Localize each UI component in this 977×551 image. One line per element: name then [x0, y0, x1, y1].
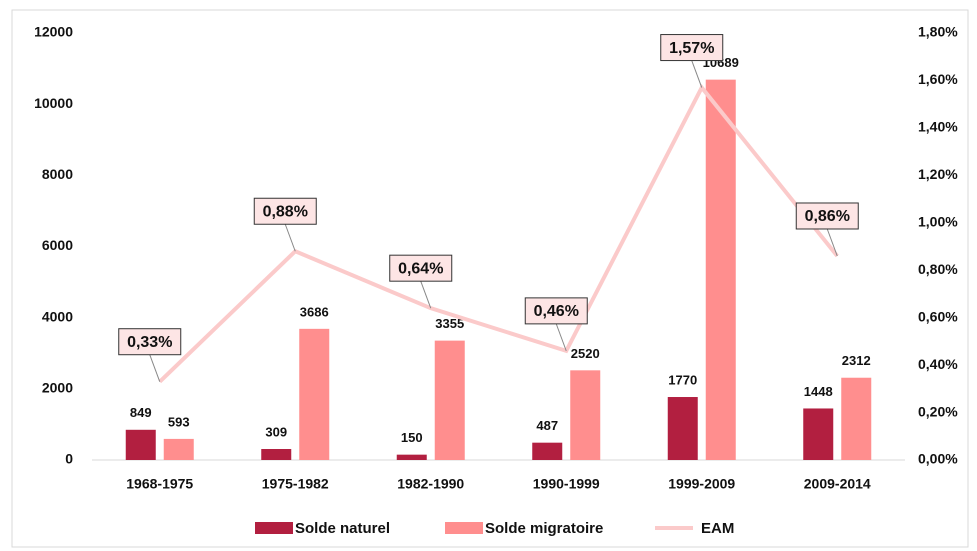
data-label: 309	[265, 424, 287, 439]
x-tick-label: 1990-1999	[533, 476, 600, 492]
bar	[532, 442, 563, 460]
y2-tick-label: 1,60%	[918, 71, 958, 87]
bar	[299, 328, 330, 460]
bar	[434, 340, 465, 460]
data-label: 150	[401, 430, 423, 445]
legend-label: Solde migratoire	[485, 520, 603, 537]
data-label-box	[660, 34, 724, 62]
bar	[803, 408, 834, 460]
y2-tick-label: 0,40%	[918, 356, 958, 372]
bar	[570, 370, 601, 460]
x-tick-label: 2009-2014	[804, 476, 871, 492]
data-label: 0,88%	[263, 203, 308, 220]
y-tick-label: 4000	[42, 308, 73, 324]
y-tick-label: 10000	[34, 95, 73, 111]
y2-tick-label: 1,00%	[918, 213, 958, 229]
data-label-box	[795, 202, 859, 230]
leader-line	[149, 354, 161, 382]
chart-frame	[11, 9, 969, 548]
data-label: 0,64%	[398, 260, 443, 277]
y2-tick-label: 1,40%	[918, 119, 958, 135]
leader-line	[826, 228, 838, 257]
data-label: 2312	[842, 353, 871, 368]
bar	[261, 449, 292, 460]
data-label: 487	[536, 418, 558, 433]
data-label: 0,33%	[127, 334, 172, 351]
x-tick-label: 1999-2009	[668, 476, 735, 492]
data-label: 1770	[668, 372, 697, 387]
bar	[667, 397, 698, 460]
line	[158, 83, 839, 384]
data-label: 1,57%	[669, 40, 714, 57]
x-tick-label: 1968-1975	[126, 476, 193, 492]
y2-tick-label: 0,60%	[918, 308, 958, 324]
data-label: 593	[168, 414, 190, 429]
y-tick-label: 6000	[42, 237, 73, 253]
bar	[396, 454, 427, 460]
y-tick-label: 0	[65, 451, 73, 467]
data-label-box	[253, 197, 317, 225]
data-label: 1448	[804, 384, 833, 399]
legend-swatch	[445, 522, 483, 534]
x-tick-label: 1975-1982	[262, 476, 329, 492]
legend-label: Solde naturel	[295, 520, 390, 537]
data-label: 3355	[435, 316, 464, 331]
leader-line	[420, 281, 432, 309]
legend-label: EAM	[701, 520, 734, 537]
data-label-box	[118, 328, 182, 356]
y2-tick-label: 0,20%	[918, 403, 958, 419]
bar	[163, 438, 194, 460]
y2-tick-label: 0,00%	[918, 451, 958, 467]
leader-line	[284, 224, 296, 252]
y2-tick-label: 1,80%	[918, 24, 958, 40]
data-label: 849	[130, 405, 152, 420]
y-tick-label: 2000	[42, 380, 73, 396]
y-tick-label: 8000	[42, 166, 73, 182]
y2-tick-label: 0,80%	[918, 261, 958, 277]
data-label: 0,46%	[534, 303, 579, 320]
y2-tick-label: 1,20%	[918, 166, 958, 182]
data-label-box	[389, 254, 453, 282]
bar	[125, 429, 156, 460]
y-tick-label: 12000	[34, 24, 73, 40]
leader-line	[691, 60, 703, 88]
x-tick-label: 1982-1990	[397, 476, 464, 492]
leader-line	[555, 323, 567, 352]
bar	[841, 377, 872, 460]
legend-swatch	[255, 522, 293, 534]
data-label-box	[524, 297, 588, 325]
data-label: 2520	[571, 346, 600, 361]
bar	[705, 79, 736, 460]
data-label: 3686	[300, 304, 329, 319]
data-label: 0,86%	[805, 208, 850, 225]
